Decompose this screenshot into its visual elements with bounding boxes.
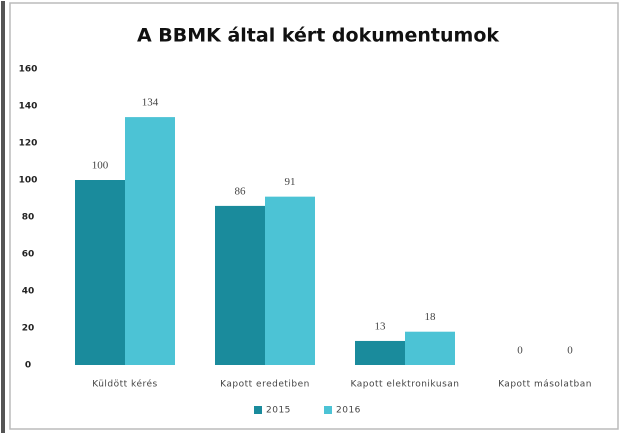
- y-tick-label: 160: [19, 65, 38, 75]
- legend-label: 2016: [336, 406, 361, 416]
- legend-swatch: [254, 406, 262, 414]
- y-tick-label: 20: [22, 324, 35, 334]
- data-label: 13: [375, 320, 387, 332]
- bar: [125, 117, 175, 365]
- legend-label: 2015: [266, 406, 291, 416]
- data-label: 86: [235, 185, 247, 197]
- data-label: 0: [517, 345, 523, 357]
- y-tick-label: 120: [19, 139, 38, 149]
- y-tick-label: 60: [22, 250, 35, 260]
- bar: [405, 331, 455, 365]
- bar: [355, 340, 405, 365]
- y-tick-label: 80: [22, 213, 35, 223]
- chart-title: A BBMK által kért dokumentumok: [137, 25, 499, 47]
- x-tick-label: Küldött kérés: [92, 379, 157, 390]
- y-tick-label: 140: [19, 102, 38, 112]
- bar: [215, 205, 265, 365]
- y-tick-label: 40: [22, 287, 35, 297]
- data-label: 91: [285, 176, 296, 188]
- left-edge: [1, 1, 5, 433]
- x-tick-label: Kapott másolatban: [498, 380, 592, 390]
- bar: [75, 180, 125, 365]
- x-tick-label: Kapott elektronikusan: [351, 380, 460, 390]
- data-label: 18: [425, 311, 437, 323]
- data-label: 134: [142, 97, 159, 109]
- data-label: 100: [92, 160, 109, 172]
- bar: [265, 196, 315, 365]
- legend-swatch: [324, 406, 332, 414]
- y-tick-label: 100: [19, 176, 38, 186]
- x-tick-label: Kapott eredetiben: [220, 380, 310, 390]
- y-tick-label: 0: [25, 361, 31, 371]
- data-label: 0: [567, 345, 573, 357]
